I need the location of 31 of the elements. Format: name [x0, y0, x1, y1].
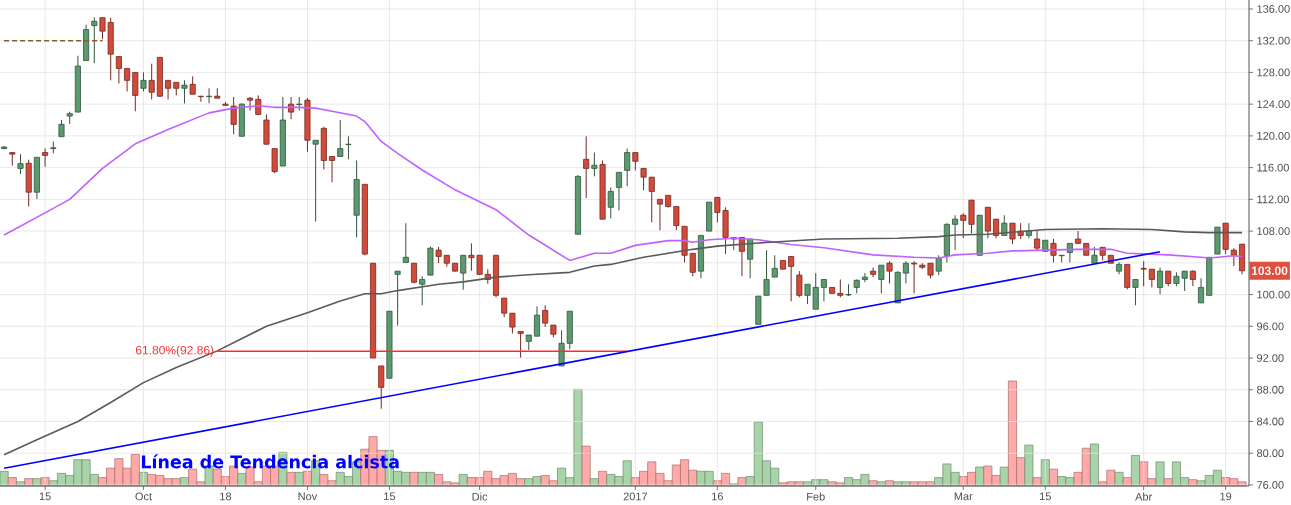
y-tick-label: 88.00	[1257, 385, 1284, 394]
y-tick-label: 100.00	[1257, 290, 1290, 299]
x-tick-label: 15	[1039, 492, 1051, 501]
x-tick-label: Oct	[135, 492, 152, 501]
y-tick-label: 116.00	[1257, 163, 1289, 172]
x-tick-label: 16	[712, 492, 723, 501]
y-tick-label: 80.00	[1257, 449, 1284, 458]
y-tick-label: 120.00	[1257, 132, 1290, 140]
x-tick-label: 15	[384, 492, 396, 501]
y-tick-label: 136.00	[1257, 5, 1290, 13]
y-tick-label: 84.00	[1257, 417, 1284, 426]
x-tick-label: Feb	[807, 492, 825, 501]
x-tick-label: Abr	[1135, 492, 1153, 501]
x-tick-label: 19	[1220, 492, 1232, 501]
x-tick-label: Dic	[472, 492, 488, 501]
annotation: 103.00	[1251, 266, 1288, 276]
y-tick-label: 76.00	[1257, 481, 1284, 489]
y-tick-label: 108.00	[1257, 227, 1290, 235]
y-tick-label: 96.00	[1257, 322, 1284, 331]
series-label: 61.80%(92.86)	[135, 345, 214, 357]
series-label: Línea de Tendencia alcista	[141, 454, 399, 469]
x-tick-label: 2017	[623, 492, 648, 501]
x-tick-label: 18	[220, 492, 232, 501]
y-tick-label: 132.00	[1257, 36, 1290, 45]
y-tick-label: 92.00	[1257, 354, 1284, 362]
y-tick-label: 128.00	[1257, 68, 1290, 77]
x-tick-label: 15	[39, 492, 51, 501]
y-tick-label: 112.00	[1257, 195, 1289, 204]
y-tick-label: 124.00	[1257, 100, 1290, 109]
x-tick-label: Nov	[298, 492, 318, 501]
x-tick-label: Mar	[954, 492, 973, 501]
